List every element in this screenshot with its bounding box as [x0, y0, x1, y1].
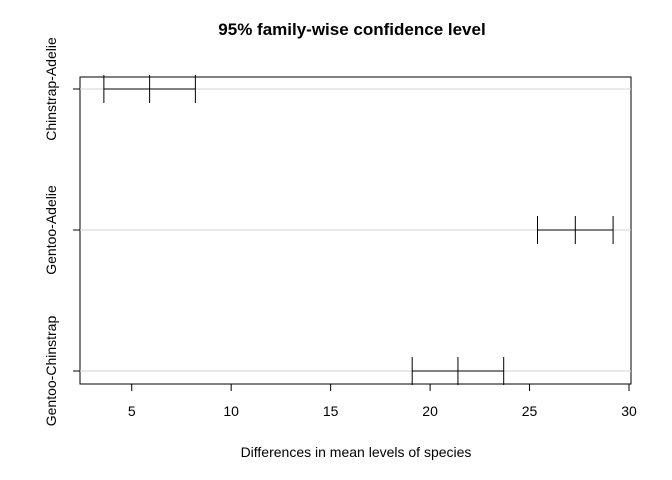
x-tick-label: 5	[128, 403, 136, 419]
x-axis: 5 10 15 20 25 30	[128, 383, 637, 419]
confidence-intervals	[103, 75, 614, 385]
y-tick-label: Gentoo-Chinstrap	[43, 316, 59, 427]
x-axis-label: Differences in mean levels of species	[241, 444, 472, 460]
chart-title: 95% family-wise confidence level	[218, 20, 485, 39]
y-tick-label: Gentoo-Adelie	[43, 185, 59, 275]
y-tick-label: Chinstrap-Adelie	[43, 37, 59, 141]
x-tick-label: 10	[223, 403, 239, 419]
x-tick-label: 25	[522, 403, 538, 419]
x-tick-label: 30	[621, 403, 637, 419]
y-axis: Chinstrap-Adelie Gentoo-Adelie Gentoo-Chin…	[43, 37, 80, 426]
x-tick-label: 15	[323, 403, 339, 419]
x-tick-label: 20	[422, 403, 438, 419]
